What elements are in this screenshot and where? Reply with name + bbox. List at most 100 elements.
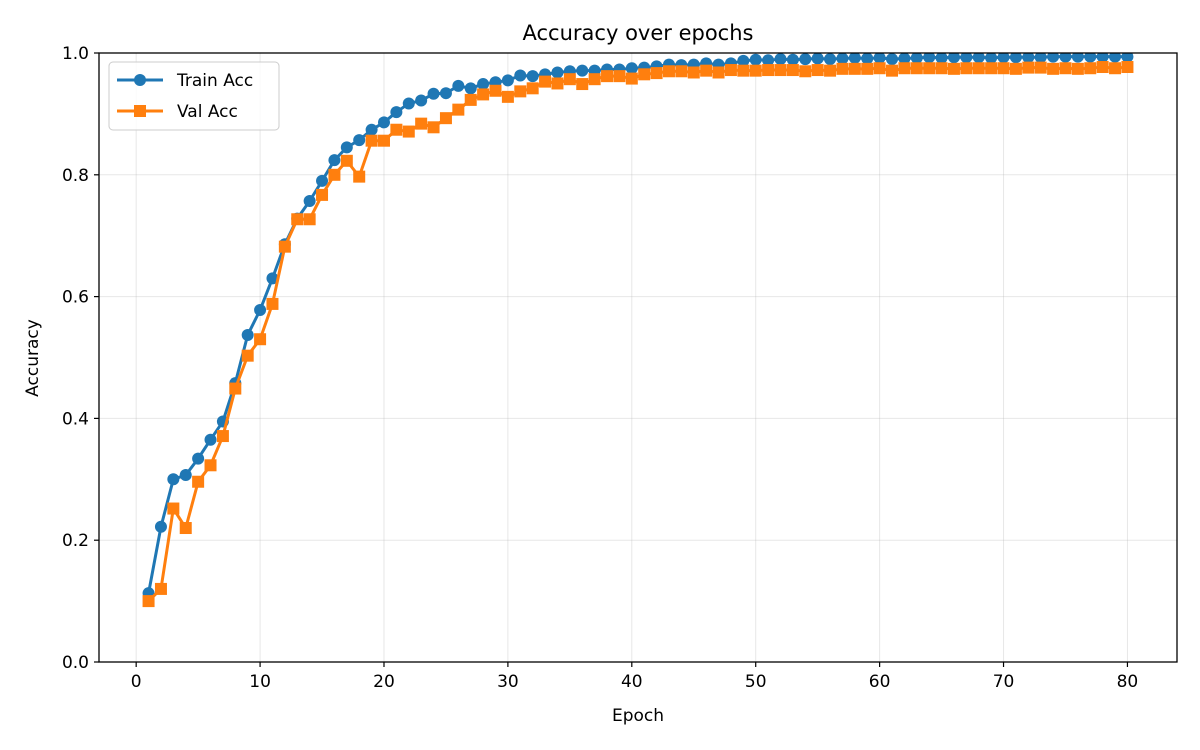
data-point	[390, 106, 403, 119]
data-point	[1121, 53, 1134, 63]
data-point	[167, 473, 180, 486]
data-point	[749, 53, 762, 66]
x-tick-label: 70	[993, 672, 1015, 692]
data-point	[972, 53, 985, 64]
legend-label: Train Acc	[176, 71, 253, 91]
data-point	[539, 75, 552, 88]
data-point	[836, 62, 849, 75]
data-point	[613, 70, 626, 83]
data-point	[811, 53, 824, 65]
data-point	[1034, 61, 1047, 74]
data-point	[526, 70, 539, 83]
data-point	[1034, 53, 1047, 64]
data-point	[947, 53, 960, 64]
y-tick-label: 0.0	[62, 653, 89, 673]
data-point	[464, 93, 477, 106]
data-point	[886, 53, 899, 66]
data-point	[526, 82, 539, 95]
data-point	[997, 62, 1010, 75]
data-point	[241, 328, 254, 341]
data-point	[439, 87, 452, 100]
data-point	[923, 53, 936, 64]
data-point	[204, 459, 217, 472]
data-point	[947, 62, 960, 75]
y-tick-label: 0.2	[62, 531, 89, 551]
data-point	[910, 62, 923, 75]
data-point	[774, 64, 787, 77]
data-point	[625, 72, 638, 85]
data-point	[799, 53, 812, 66]
data-point	[328, 154, 341, 167]
data-point	[254, 303, 267, 316]
data-point	[216, 430, 229, 443]
data-point	[514, 69, 527, 82]
data-point	[154, 582, 167, 595]
data-point	[551, 77, 564, 90]
legend-label: Val Acc	[177, 102, 238, 122]
data-point	[576, 78, 589, 91]
data-point	[477, 78, 490, 91]
data-point	[353, 134, 366, 147]
data-point	[278, 240, 291, 253]
data-point	[254, 333, 267, 346]
data-point	[824, 64, 837, 77]
data-point	[1059, 53, 1072, 63]
data-point	[316, 188, 329, 201]
data-point	[415, 117, 428, 130]
data-point	[1096, 61, 1109, 74]
plot-series-area	[142, 53, 1134, 608]
data-point	[650, 67, 663, 80]
data-point	[786, 64, 799, 77]
data-point	[675, 65, 688, 78]
x-tick-label: 20	[373, 672, 395, 692]
data-point	[576, 64, 589, 77]
data-point	[514, 85, 527, 98]
data-point	[340, 141, 353, 154]
data-point	[241, 349, 254, 362]
data-point	[836, 53, 849, 65]
data-point	[588, 73, 601, 86]
data-point	[625, 62, 638, 75]
data-point	[861, 53, 874, 65]
data-point	[886, 64, 899, 77]
data-point	[1121, 61, 1134, 74]
data-point	[601, 70, 614, 83]
data-point	[638, 68, 651, 81]
data-point	[365, 134, 378, 147]
data-point	[1084, 53, 1097, 63]
data-point	[501, 74, 514, 87]
data-point	[724, 64, 737, 77]
data-point	[786, 53, 799, 66]
data-point	[824, 53, 837, 66]
data-point	[935, 53, 948, 64]
y-tick-label: 0.4	[62, 409, 89, 429]
data-point	[427, 121, 440, 134]
data-point	[1009, 62, 1022, 75]
data-point	[910, 53, 923, 64]
y-axis-label: Accuracy	[23, 319, 43, 397]
data-point	[1109, 62, 1122, 75]
data-point	[179, 469, 192, 482]
data-point	[923, 62, 936, 75]
data-point	[1071, 53, 1084, 63]
data-point	[167, 502, 180, 515]
data-point	[1071, 62, 1084, 75]
data-point	[985, 53, 998, 64]
data-point	[402, 125, 415, 138]
data-point	[960, 62, 973, 75]
data-point	[452, 79, 465, 92]
data-point	[898, 62, 911, 75]
data-point	[972, 62, 985, 75]
data-point	[427, 87, 440, 100]
axis-ticks: 0 10 20 30 40 50 60 70 80 0.0 0.2 0.4 0.6 0.8 1.0	[62, 44, 1138, 692]
data-point	[1084, 62, 1097, 75]
data-point	[1022, 61, 1035, 74]
data-point	[192, 475, 205, 488]
data-point	[464, 82, 477, 95]
data-point	[291, 213, 304, 226]
data-point	[712, 66, 725, 79]
x-tick-label: 0	[131, 672, 142, 692]
data-point	[154, 520, 167, 533]
data-point	[1009, 53, 1022, 64]
data-point	[179, 522, 192, 535]
